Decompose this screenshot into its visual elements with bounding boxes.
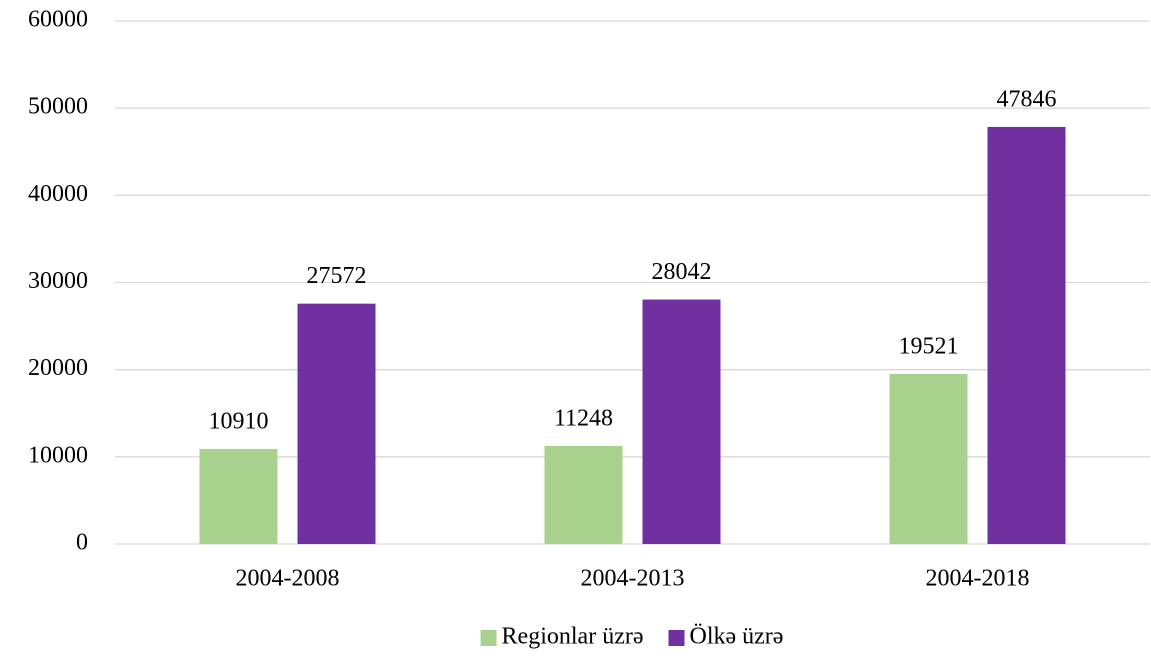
bar: [889, 373, 968, 544]
data-label: 10910: [209, 408, 269, 434]
bar: [544, 445, 623, 544]
y-tick-label: 60000: [28, 7, 88, 33]
y-tick-label: 20000: [28, 355, 88, 381]
legend-label: Ölkə üzrə: [689, 624, 783, 650]
y-tick-label: 0: [76, 530, 88, 556]
data-label: 28042: [652, 259, 712, 285]
x-tick-label: 2004-2008: [236, 566, 340, 592]
data-label: 47846: [997, 86, 1057, 112]
legend-swatch: [668, 630, 685, 646]
bar: [199, 448, 278, 544]
y-tick-label: 10000: [28, 442, 88, 468]
x-tick-label: 2004-2018: [926, 566, 1030, 592]
bar: [297, 303, 376, 544]
legend-swatch: [480, 630, 497, 646]
y-tick-label: 40000: [28, 181, 88, 207]
legend-label: Regionlar üzrə: [502, 624, 644, 650]
data-label: 11248: [554, 405, 613, 431]
bar: [642, 299, 721, 544]
y-tick-label: 50000: [28, 94, 88, 120]
y-tick-label: 30000: [28, 268, 88, 294]
bar: [987, 126, 1066, 544]
data-label: 19521: [899, 333, 959, 359]
data-label: 27572: [307, 263, 367, 289]
x-tick-label: 2004-2013: [581, 566, 685, 592]
